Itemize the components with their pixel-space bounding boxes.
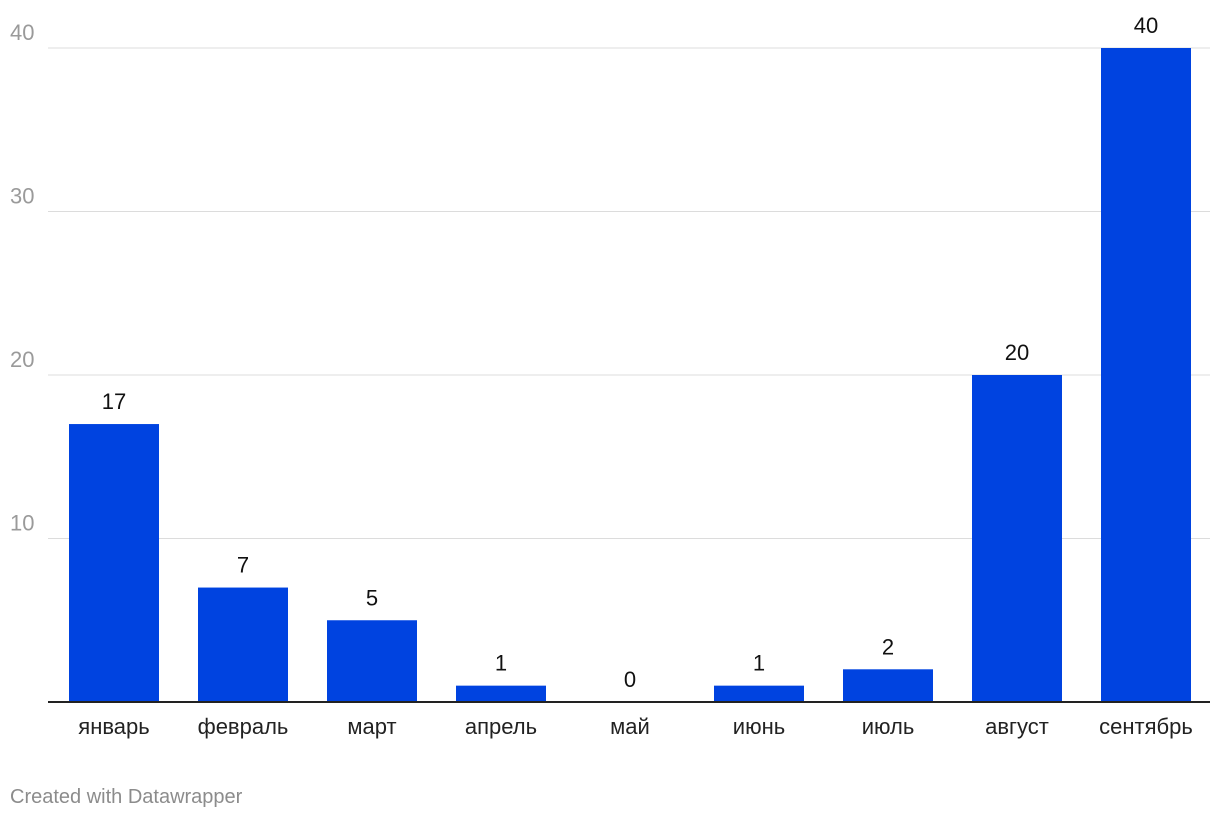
credit-text[interactable]: Created with Datawrapper bbox=[10, 786, 243, 808]
data-label: 17 bbox=[102, 389, 126, 414]
data-label: 1 bbox=[495, 651, 507, 676]
data-label: 40 bbox=[1134, 13, 1158, 38]
bar bbox=[972, 375, 1062, 702]
bar bbox=[714, 685, 804, 702]
x-tick-label: июль bbox=[862, 714, 915, 739]
y-tick-label: 10 bbox=[10, 511, 34, 536]
y-tick-label: 20 bbox=[10, 347, 34, 372]
x-tick-label: январь bbox=[78, 714, 149, 739]
y-tick-label: 30 bbox=[10, 184, 34, 209]
x-tick-label: июнь bbox=[733, 714, 785, 739]
bar bbox=[843, 669, 933, 702]
x-tick-label: март bbox=[347, 714, 396, 739]
x-tick-label: май bbox=[610, 714, 650, 739]
bar bbox=[327, 620, 417, 702]
y-tick-label: 40 bbox=[10, 20, 34, 45]
data-label: 0 bbox=[624, 667, 636, 692]
x-tick-label: февраль bbox=[198, 714, 289, 739]
bar bbox=[198, 587, 288, 702]
data-label: 5 bbox=[366, 585, 378, 610]
bar bbox=[1101, 48, 1191, 702]
data-label: 20 bbox=[1005, 340, 1029, 365]
x-tick-label: август bbox=[985, 714, 1049, 739]
data-label: 2 bbox=[882, 634, 894, 659]
x-tick-label: сентябрь bbox=[1099, 714, 1193, 739]
bar bbox=[69, 424, 159, 702]
bar bbox=[456, 685, 546, 702]
data-label: 1 bbox=[753, 651, 765, 676]
bar-chart: 10 20 30 40 17 январь 7 февраль 5 март 1 апрель 0 май… bbox=[10, 13, 1210, 739]
data-label: 7 bbox=[237, 553, 249, 578]
x-tick-label: апрель bbox=[465, 714, 537, 739]
